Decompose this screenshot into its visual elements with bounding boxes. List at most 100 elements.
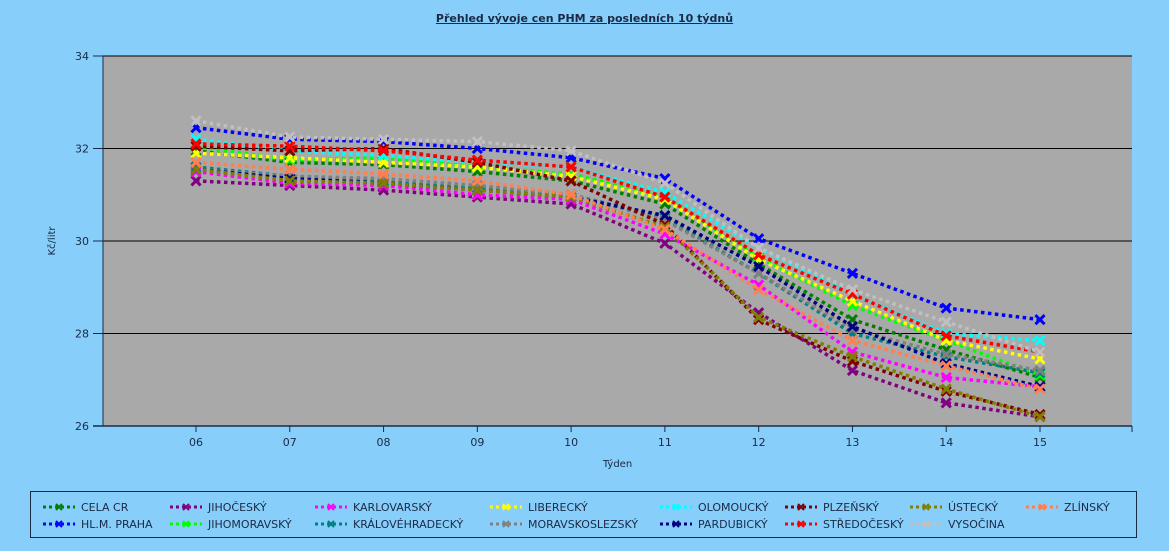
legend-swatch-icon	[908, 519, 944, 529]
data-point	[846, 364, 859, 377]
data-point	[940, 316, 952, 328]
series-line	[195, 167, 1041, 419]
legend-swatch-icon	[41, 502, 77, 512]
data-point	[377, 177, 390, 189]
data-point	[190, 147, 202, 159]
legend-swatch-icon	[658, 519, 694, 529]
legend-label: JIHOMORAVSKÝ	[208, 517, 292, 531]
line-chart: 26 28 30 32 34 06 07 08 09 10 11 12 13 14 15 Kč/litr T…	[46, 50, 1133, 470]
legend-item: MORAVSKOSLEZSKÝ	[488, 516, 638, 532]
legend-item: ÚSTECKÝ	[908, 499, 998, 515]
x-tick-label: 06	[189, 436, 203, 449]
data-point	[753, 233, 765, 245]
series-zl-nsk-	[190, 156, 1046, 395]
legend-swatch-icon	[1024, 502, 1060, 512]
data-point	[753, 249, 765, 261]
legend-item: PLZEŇSKÝ	[783, 499, 879, 515]
legend: CELA CR JIHOČESKÝ KARLOVARSKÝ LIBERECKÝ OLOM…	[30, 491, 1137, 538]
series-line	[195, 149, 1041, 380]
data-point	[471, 154, 483, 166]
data-point	[471, 175, 483, 187]
legend-label: JIHOČESKÝ	[208, 500, 267, 514]
data-point	[190, 122, 202, 134]
data-point	[565, 189, 577, 201]
y-tick-label: 26	[75, 420, 89, 433]
data-point	[1034, 334, 1046, 347]
data-point	[659, 209, 671, 222]
data-point	[190, 156, 202, 168]
data-point	[1034, 408, 1046, 421]
legend-label: HL.M. PRAHA	[81, 517, 153, 531]
legend-swatch-icon	[168, 502, 204, 512]
data-point	[659, 237, 671, 249]
legend-label: PARDUBICKÝ	[698, 517, 768, 531]
data-point	[284, 140, 296, 152]
legend-item: VYSOČINA	[908, 516, 1005, 532]
x-tick-label: 10	[564, 436, 578, 449]
legend-label: OLOMOUCKÝ	[698, 500, 769, 514]
x-tick-label: 14	[939, 436, 953, 449]
y-axis-label: Kč/litr	[46, 226, 58, 256]
data-point	[565, 161, 577, 173]
data-point	[1034, 367, 1046, 379]
data-point	[1034, 383, 1046, 395]
data-point	[846, 314, 859, 326]
legend-item: PARDUBICKÝ	[658, 516, 768, 532]
data-point	[377, 133, 390, 145]
data-point	[190, 175, 202, 187]
data-point	[1034, 364, 1046, 377]
data-point	[659, 191, 671, 203]
data-point	[190, 115, 202, 127]
data-point	[190, 163, 202, 175]
data-point	[846, 334, 859, 347]
x-axis-label: Týden	[602, 458, 632, 470]
data-point	[284, 152, 296, 164]
x-tick-label: 08	[377, 436, 391, 449]
data-point	[284, 163, 296, 175]
legend-label: ÚSTECKÝ	[948, 500, 998, 514]
x-tick-label: 11	[658, 436, 672, 449]
legend-label: MORAVSKOSLEZSKÝ	[528, 517, 639, 531]
legend-item: HL.M. PRAHA	[41, 516, 153, 532]
legend-label: LIBERECKÝ	[528, 500, 588, 514]
series-vyso-ina	[190, 115, 1046, 358]
x-tick-label: 09	[470, 436, 484, 449]
x-tick-label: 15	[1033, 436, 1047, 449]
data-point	[753, 283, 765, 296]
data-point	[940, 383, 952, 395]
legend-swatch-icon	[908, 502, 944, 512]
series-line	[195, 151, 1041, 361]
data-point	[846, 351, 859, 363]
legend-item: ZLÍNSKÝ	[1024, 499, 1110, 515]
y-tick-label: 32	[75, 143, 89, 156]
data-point	[377, 156, 390, 168]
data-point	[846, 267, 859, 279]
legend-item: STŘEDOČESKÝ	[783, 516, 904, 532]
y-tick-label: 34	[75, 50, 89, 63]
series-line	[195, 167, 1041, 373]
legend-label: CELA CR	[81, 500, 129, 514]
chart-title: Přehled vývoje cen PHM za posledních 10 …	[435, 12, 734, 25]
series-st-edo-esk-	[190, 138, 1046, 358]
series--steck-	[190, 163, 1046, 423]
data-point	[471, 135, 483, 148]
data-point	[565, 145, 577, 157]
data-point	[940, 330, 952, 342]
data-point	[1034, 353, 1046, 365]
series-hl-m-praha	[190, 122, 1046, 326]
legend-item: KARLOVARSKÝ	[313, 499, 432, 515]
legend-swatch-icon	[168, 519, 204, 529]
legend-swatch-icon	[488, 519, 524, 529]
data-point	[753, 242, 765, 254]
data-point	[1034, 346, 1046, 358]
data-point	[284, 175, 296, 187]
legend-label: VYSOČINA	[948, 517, 1005, 531]
data-point	[1034, 314, 1046, 326]
legend-swatch-icon	[313, 519, 349, 529]
data-point	[753, 267, 765, 279]
data-point	[753, 311, 765, 323]
axes: 26 28 30 32 34 06 07 08 09 10 11 12 13 14 15	[75, 50, 1133, 449]
data-point	[940, 360, 952, 372]
legend-item: OLOMOUCKÝ	[658, 499, 768, 515]
data-point	[565, 175, 577, 187]
